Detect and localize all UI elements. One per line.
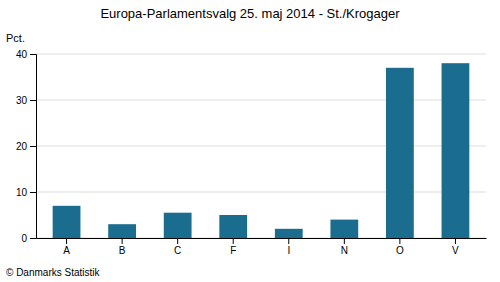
tick: A (63, 238, 70, 256)
tick: B (119, 238, 126, 256)
grid-line (36, 54, 486, 55)
tick-label: 20 (16, 141, 28, 152)
axis-line (37, 238, 487, 239)
tick-label: 10 (16, 187, 28, 198)
tick-label: F (230, 245, 236, 256)
tick-label: B (119, 245, 126, 256)
tick-mark (30, 192, 36, 193)
tick: F (230, 238, 236, 256)
tick: 40 (16, 49, 36, 60)
tick: C (174, 238, 181, 256)
tick-mark (288, 238, 289, 244)
bar (219, 215, 247, 238)
tick: N (341, 238, 348, 256)
grid (36, 54, 486, 238)
title: Europa-Parlamentsvalg 25. maj 2014 - St.… (100, 6, 400, 21)
y-axis: 0 10 20 30 40 (16, 49, 37, 244)
tick-label: I (287, 245, 290, 256)
grid-line (36, 146, 486, 147)
bar (442, 63, 470, 238)
tick-mark (66, 238, 67, 244)
tick-mark (177, 238, 178, 244)
tick-label: C (174, 245, 181, 256)
tick-mark (399, 238, 400, 244)
tick-label: A (63, 245, 70, 256)
tick-label: O (396, 245, 404, 256)
grid-line (36, 100, 486, 101)
tick-mark (122, 238, 123, 244)
tick: 30 (16, 95, 36, 106)
y-label: Pct. (6, 32, 25, 44)
tick: I (287, 238, 290, 256)
bar (53, 206, 81, 238)
bar (164, 213, 192, 238)
tick-label: 0 (21, 233, 27, 244)
grid-line (36, 192, 486, 193)
bar (108, 224, 136, 238)
tick-mark (455, 238, 456, 244)
bar (330, 220, 358, 238)
grid-line (36, 238, 486, 239)
footer: © Danmarks Statistik (6, 267, 101, 278)
chart: Europa-Parlamentsvalg 25. maj 2014 - St.… (0, 0, 500, 282)
tick-mark (344, 238, 345, 244)
tick: 0 (21, 233, 36, 244)
tick-mark (30, 54, 36, 55)
bars (53, 63, 470, 238)
bar (386, 68, 414, 238)
x-axis: ABCFINOV (37, 238, 487, 256)
tick-label: N (341, 245, 348, 256)
tick-label: 30 (16, 95, 28, 106)
tick-mark (30, 100, 36, 101)
tick-mark (30, 146, 36, 147)
tick: O (396, 238, 404, 256)
tick-label: 40 (16, 49, 28, 60)
tick: V (452, 238, 459, 256)
tick-mark (233, 238, 234, 244)
axis-line (30, 55, 37, 239)
tick-label: V (452, 245, 459, 256)
plot: 0 10 20 30 40 A B C F I N O V (16, 49, 487, 256)
tick: 10 (16, 187, 36, 198)
bar (275, 229, 303, 238)
tick: 20 (16, 141, 36, 152)
tick-mark (30, 238, 36, 239)
